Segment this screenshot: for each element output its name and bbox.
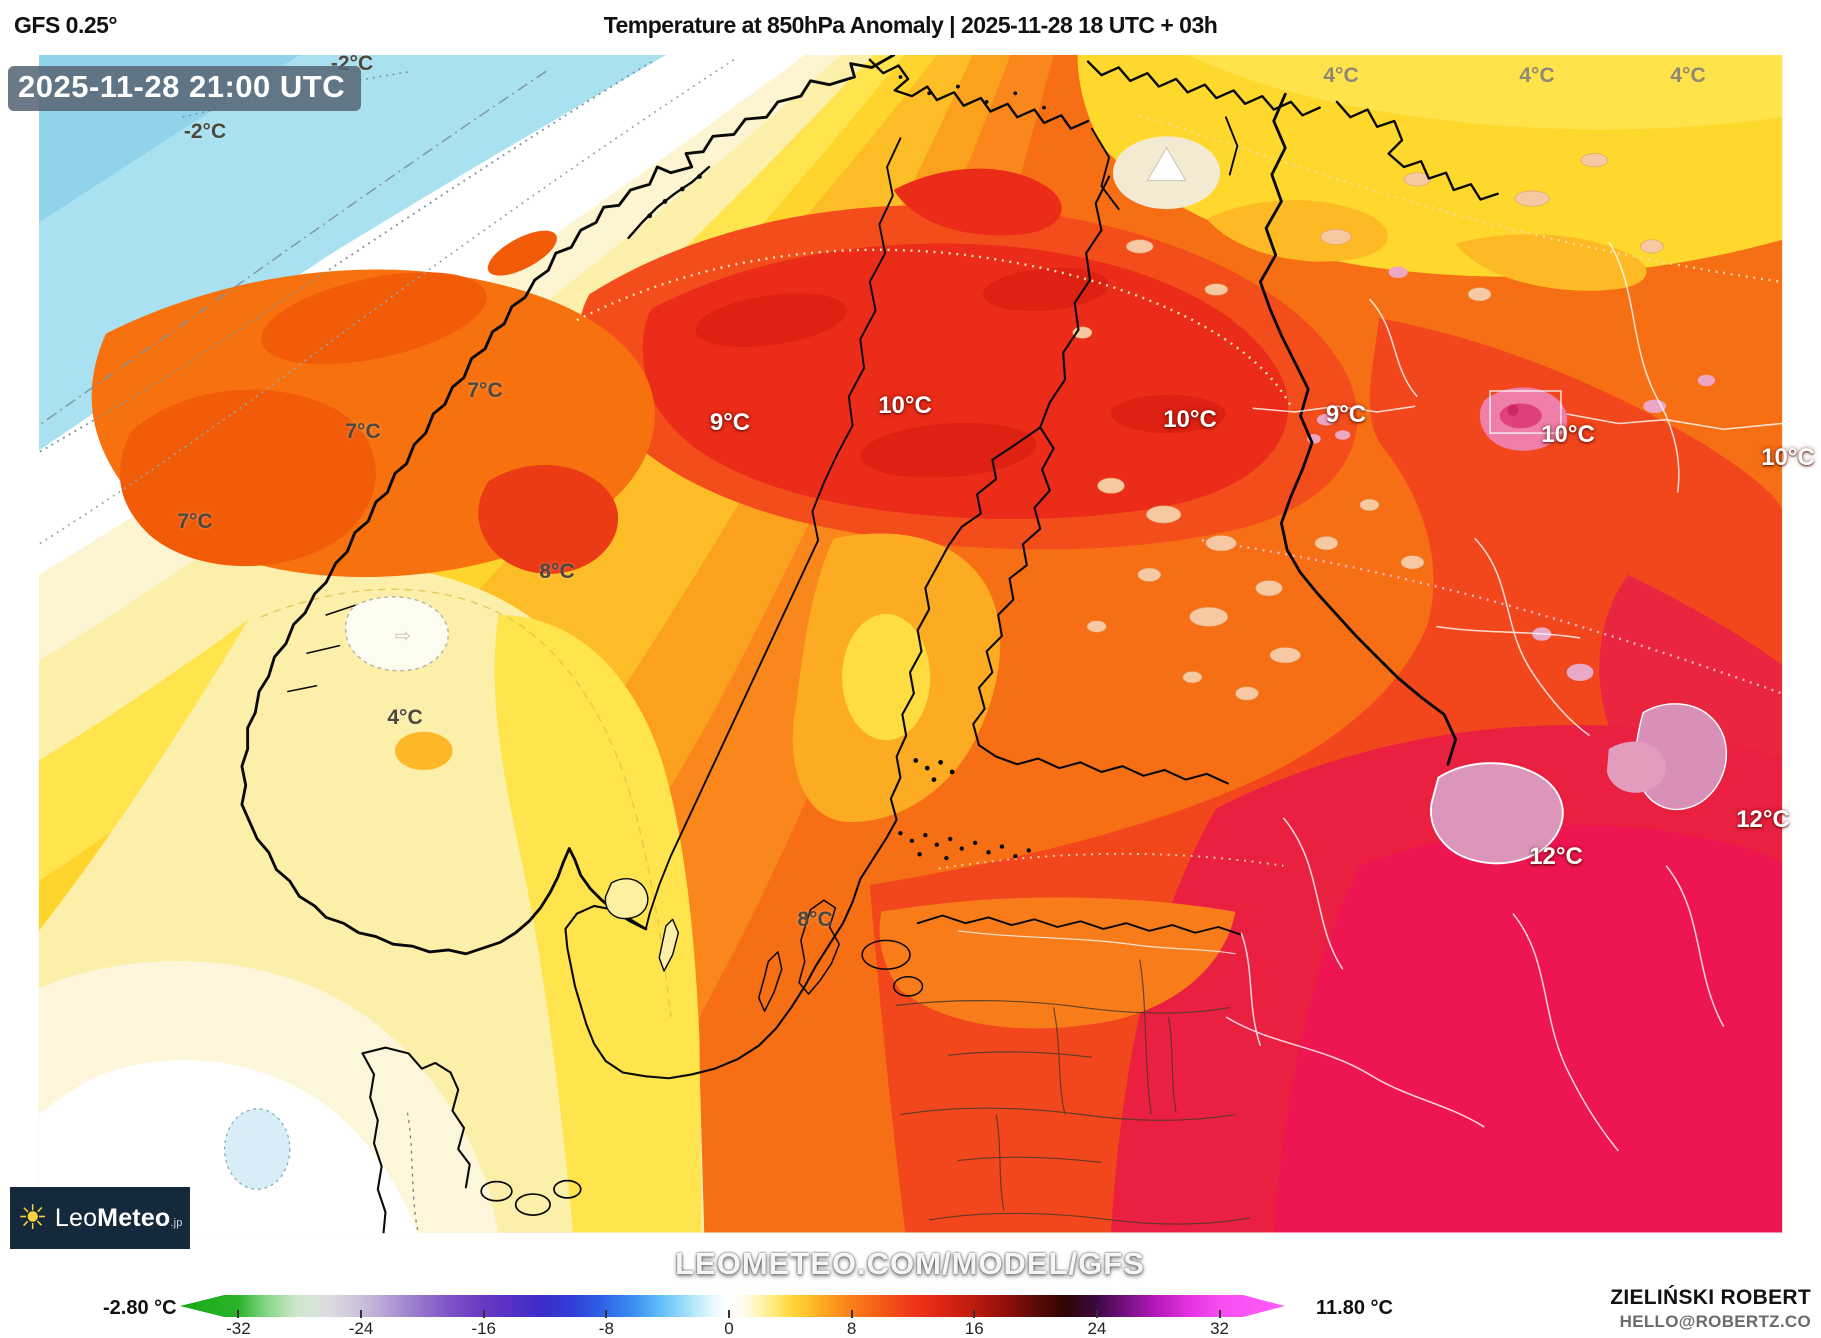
colorbar-tick-label: 16 (964, 1319, 984, 1338)
colorbar-tickmark (1218, 1310, 1221, 1318)
watermark: LEOMETEO.COM/MODEL/GFS (675, 1246, 1145, 1281)
warm-contour-lines (260, 114, 1783, 1233)
russia-region-borders (957, 241, 1783, 1152)
bothnia-pocket (792, 533, 1001, 823)
crimson-region-southeast (1111, 574, 1783, 1233)
glacier-triangle-icon (1146, 146, 1187, 181)
footer-bar: -2.80 °C -32 -24 -16 -8 0 8 16 24 32 11.80 °C ZI… (0, 1283, 1821, 1338)
colorbar-tick-label: -16 (471, 1319, 497, 1338)
page-title: Temperature at 850hPa Anomaly | 2025-11-… (603, 12, 1218, 38)
colorbar-tick-label: 8 (846, 1319, 857, 1338)
baltic-region-borders (895, 959, 1250, 1225)
logo-brand: LeoMeteo.jp (54, 1203, 183, 1232)
colorbar-tickmark (850, 1310, 853, 1318)
pink-anomaly-spot (1307, 266, 1716, 451)
model-label: GFS 0.25° (14, 12, 118, 38)
wind-arrow-icon: ⇨ (395, 626, 411, 647)
colorbar-tickmark (973, 1310, 976, 1318)
colorbar-tickmark (728, 1310, 730, 1318)
colorbar-min-label: -2.80 °C (103, 1297, 177, 1319)
anomaly-map: ⇨ (0, 55, 1821, 1285)
colorbar-tick-label: 0 (724, 1319, 734, 1338)
pink-lakes (1429, 627, 1728, 865)
leometeo-logo: ☀ LeoMeteo.jp (10, 1187, 190, 1249)
sun-icon: ☀ (17, 1199, 48, 1237)
archipelago-dots (647, 75, 1046, 861)
colorbar-tick-label: 24 (1087, 1319, 1107, 1338)
credit-email: HELLO@ROBERTZ.CO (1619, 1312, 1811, 1331)
coastlines (240, 55, 1499, 1234)
colorbar-tickmark (360, 1310, 363, 1318)
header-bar: GFS 0.25° Temperature at 850hPa Anomaly … (0, 0, 1821, 55)
colorbar-max-label: 11.80 °C (1316, 1297, 1393, 1319)
colorbar (180, 1295, 1285, 1317)
lake-specks (1072, 153, 1664, 701)
colorbar-tickmark (237, 1310, 240, 1318)
valid-time-badge: 2025-11-28 21:00 UTC (8, 66, 362, 111)
colorbar-tick-label: 32 (1210, 1319, 1230, 1338)
credit-name: ZIELIŃSKI ROBERT (1610, 1286, 1811, 1309)
colorbar-tickmark (482, 1310, 485, 1318)
colorbar-tick-label: -24 (348, 1319, 374, 1338)
colorbar-tick-label: -8 (598, 1319, 614, 1338)
map-canvas: ⇨ (38, 55, 1783, 1234)
sea-contour-lines (38, 59, 735, 545)
colorbar-tickmark (1095, 1310, 1098, 1318)
deep-orange-west (91, 230, 655, 578)
yellow-pocket-northeast (1077, 55, 1783, 291)
colorbar-tick-label: -32 (226, 1319, 251, 1338)
red-swath-central (579, 168, 1358, 550)
colorbar-tickmark (605, 1310, 608, 1318)
